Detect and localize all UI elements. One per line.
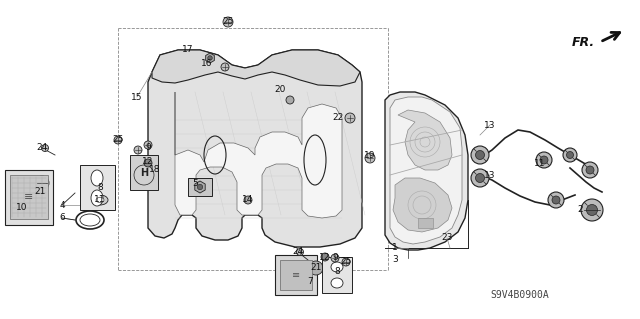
Polygon shape: [148, 50, 362, 247]
Circle shape: [286, 96, 294, 104]
Polygon shape: [322, 257, 352, 293]
Polygon shape: [195, 181, 205, 193]
Text: S9V4B0900A: S9V4B0900A: [490, 290, 548, 300]
Text: 12: 12: [319, 253, 331, 262]
Text: 13: 13: [484, 121, 496, 130]
Text: 24: 24: [36, 144, 47, 152]
Text: H: H: [140, 168, 148, 178]
Circle shape: [144, 159, 152, 167]
Circle shape: [221, 63, 229, 71]
Polygon shape: [80, 165, 115, 210]
Text: FR.: FR.: [572, 35, 595, 48]
Text: 3: 3: [392, 256, 398, 264]
Text: 17: 17: [182, 46, 194, 55]
Circle shape: [35, 176, 49, 190]
FancyBboxPatch shape: [275, 255, 317, 295]
Text: 20: 20: [275, 85, 285, 93]
Text: 1: 1: [392, 243, 398, 253]
Circle shape: [134, 146, 142, 154]
Circle shape: [208, 56, 212, 60]
FancyBboxPatch shape: [5, 170, 53, 225]
Ellipse shape: [331, 278, 343, 288]
Polygon shape: [205, 53, 214, 63]
FancyBboxPatch shape: [188, 178, 212, 196]
Circle shape: [365, 153, 375, 163]
Circle shape: [563, 148, 577, 162]
Text: 19: 19: [364, 151, 376, 160]
Circle shape: [331, 254, 339, 262]
FancyBboxPatch shape: [130, 155, 158, 190]
Text: 6: 6: [59, 213, 65, 222]
FancyBboxPatch shape: [280, 260, 312, 290]
Circle shape: [114, 136, 122, 144]
Ellipse shape: [91, 170, 103, 186]
Text: 14: 14: [243, 196, 253, 204]
Polygon shape: [385, 92, 468, 250]
Circle shape: [296, 249, 303, 256]
FancyBboxPatch shape: [10, 175, 48, 219]
Text: 7: 7: [307, 278, 313, 286]
Polygon shape: [393, 178, 452, 232]
Text: 25: 25: [340, 257, 352, 266]
Circle shape: [476, 174, 484, 182]
Circle shape: [552, 196, 560, 204]
Text: 24: 24: [292, 248, 303, 256]
Text: 18: 18: [149, 166, 161, 174]
Circle shape: [342, 258, 350, 266]
Polygon shape: [398, 110, 452, 170]
Text: 8: 8: [97, 183, 103, 192]
Circle shape: [566, 152, 573, 159]
FancyBboxPatch shape: [418, 218, 433, 228]
Polygon shape: [152, 50, 360, 86]
Circle shape: [476, 151, 484, 160]
Text: 16: 16: [201, 58, 212, 68]
Circle shape: [42, 145, 49, 152]
Circle shape: [582, 162, 598, 178]
Text: ≡: ≡: [24, 192, 34, 202]
Circle shape: [586, 204, 598, 216]
Text: 11: 11: [94, 196, 106, 204]
Text: 21: 21: [35, 188, 45, 197]
Ellipse shape: [91, 190, 103, 206]
Ellipse shape: [92, 195, 108, 205]
Circle shape: [548, 192, 564, 208]
Circle shape: [197, 184, 203, 190]
Text: 9: 9: [332, 254, 338, 263]
Text: 21: 21: [310, 263, 322, 272]
Circle shape: [471, 146, 489, 164]
Circle shape: [345, 113, 355, 123]
Text: 10: 10: [16, 203, 28, 211]
Text: 8: 8: [334, 268, 340, 277]
Text: 25: 25: [112, 136, 124, 145]
Text: 23: 23: [442, 234, 452, 242]
Circle shape: [471, 169, 489, 187]
Text: 25: 25: [222, 18, 234, 26]
Circle shape: [586, 166, 594, 174]
Circle shape: [321, 253, 329, 261]
Circle shape: [581, 199, 603, 221]
Polygon shape: [175, 92, 342, 218]
Circle shape: [540, 156, 548, 164]
Ellipse shape: [96, 197, 104, 203]
Circle shape: [144, 141, 152, 149]
Text: 22: 22: [332, 113, 344, 122]
Text: 12: 12: [142, 158, 154, 167]
Text: 9: 9: [145, 144, 151, 152]
Text: ≡: ≡: [292, 270, 300, 280]
Circle shape: [244, 196, 252, 204]
Text: 5: 5: [192, 179, 198, 188]
Text: 2: 2: [577, 205, 583, 214]
Polygon shape: [390, 97, 462, 244]
Text: 15: 15: [131, 93, 143, 101]
Ellipse shape: [331, 262, 343, 272]
Circle shape: [223, 17, 233, 27]
Text: 11: 11: [534, 159, 546, 167]
Text: 13: 13: [484, 170, 496, 180]
Circle shape: [309, 261, 323, 275]
Text: 4: 4: [59, 201, 65, 210]
Circle shape: [536, 152, 552, 168]
